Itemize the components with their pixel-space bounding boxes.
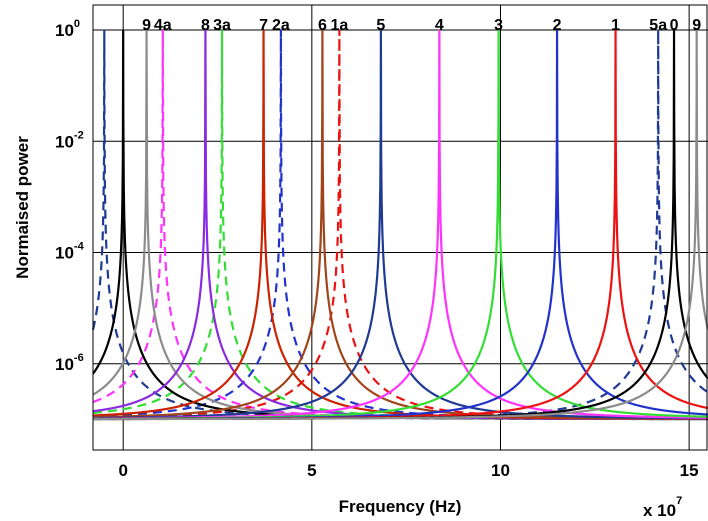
peak-label: 5a (649, 17, 667, 34)
x-tick-label: 10 (491, 461, 510, 480)
y-tick-label: 10-6 (55, 352, 84, 374)
peak-label: 3a (213, 17, 231, 34)
plot-frame (92, 4, 708, 451)
peak-label: 3 (494, 17, 503, 34)
x-tick-label: 15 (680, 461, 699, 480)
x-tick-label: 0 (118, 461, 127, 480)
x-tick-label: 5 (307, 461, 316, 480)
series-line (92, 30, 708, 420)
peak-label: 8 (201, 17, 210, 34)
series-line (93, 30, 708, 421)
peak-labels: 9 4a 8 3a 7 2a 6 1a 5 4 3 2 1 5a 0 9 (142, 17, 701, 34)
peak-label: 4a (154, 17, 172, 34)
peak-label: 5 (376, 17, 385, 34)
peak-label: 2a (272, 17, 290, 34)
peak-label: 2 (553, 17, 562, 34)
series-layer (91, 30, 708, 421)
peak-label: 4 (435, 17, 444, 34)
peak-label: 9 (692, 17, 701, 34)
peak-label: 0 (670, 17, 679, 34)
y-tick-label: 10-4 (55, 241, 85, 263)
x-axis-multiplier: x 107 (643, 495, 682, 520)
y-tick-label: 100 (55, 18, 80, 40)
y-tick-labels: 100 10-2 10-4 10-6 (55, 18, 85, 374)
peak-label: 7 (259, 17, 268, 34)
series-line (93, 30, 708, 421)
peak-label: 1a (330, 17, 348, 34)
y-tick-label: 10-2 (55, 129, 84, 151)
peak-label: 9 (142, 17, 151, 34)
peak-label: 6 (318, 17, 327, 34)
x-axis-title: Frequency (Hz) (339, 497, 462, 516)
x-tick-labels: 0 5 10 15 (118, 461, 698, 480)
y-axis-title: Normaised power (13, 136, 32, 279)
grid-lines (93, 5, 708, 450)
peak-label: 1 (611, 17, 620, 34)
